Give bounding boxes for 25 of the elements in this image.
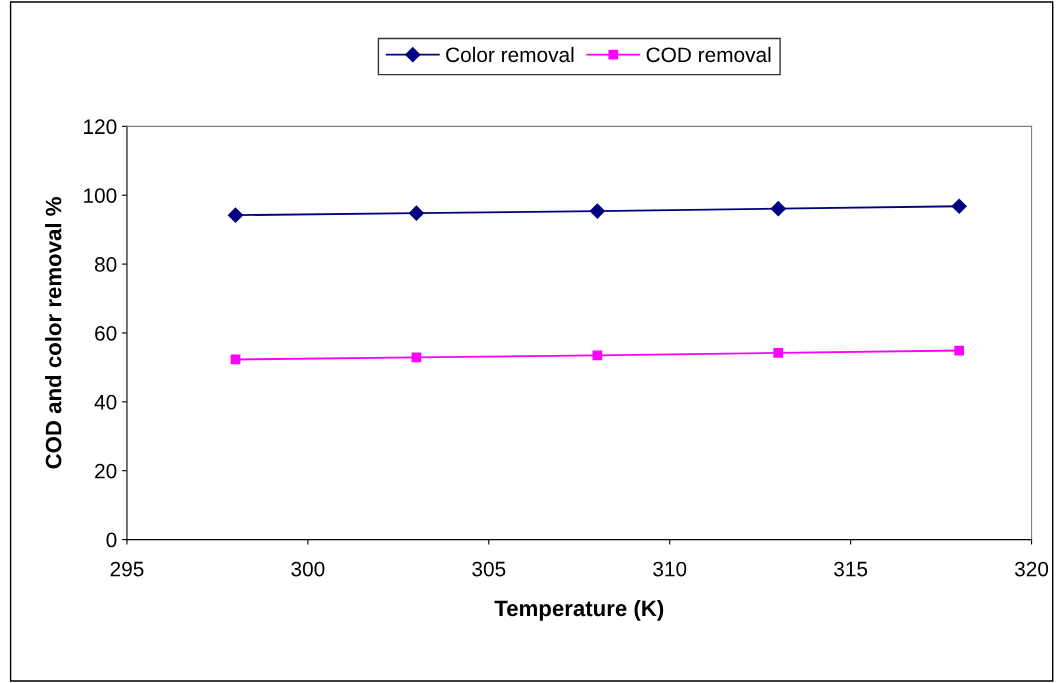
x-axis-title: Temperature (K) [494,599,664,621]
y-tick-label: 60 [95,325,117,341]
point [951,198,967,214]
point [408,205,424,221]
x-tick-label: 300 [291,561,325,577]
point [227,207,244,223]
y-tick-label: 100 [84,188,117,203]
x-tick-label: 305 [472,561,506,577]
y-tick-label: 40 [94,394,117,410]
point [589,203,605,219]
x-tick-label: 310 [653,561,687,577]
point [770,201,786,217]
y-axis-title: COD and color removal % [45,197,62,469]
x-tick-label: 315 [834,561,868,577]
y-tick-label: 80 [94,257,117,272]
point [773,348,784,358]
point [592,350,603,361]
y-tick-label: 0 [106,532,117,548]
legend-label: Color removal [446,46,574,63]
x-tick-label: 295 [110,561,144,577]
point [954,345,965,356]
x-tick-label: 320 [1014,561,1049,577]
legend-label: COD removal [646,46,771,63]
y-tick-label: 20 [95,463,117,479]
y-tick-label: 120 [84,119,117,135]
